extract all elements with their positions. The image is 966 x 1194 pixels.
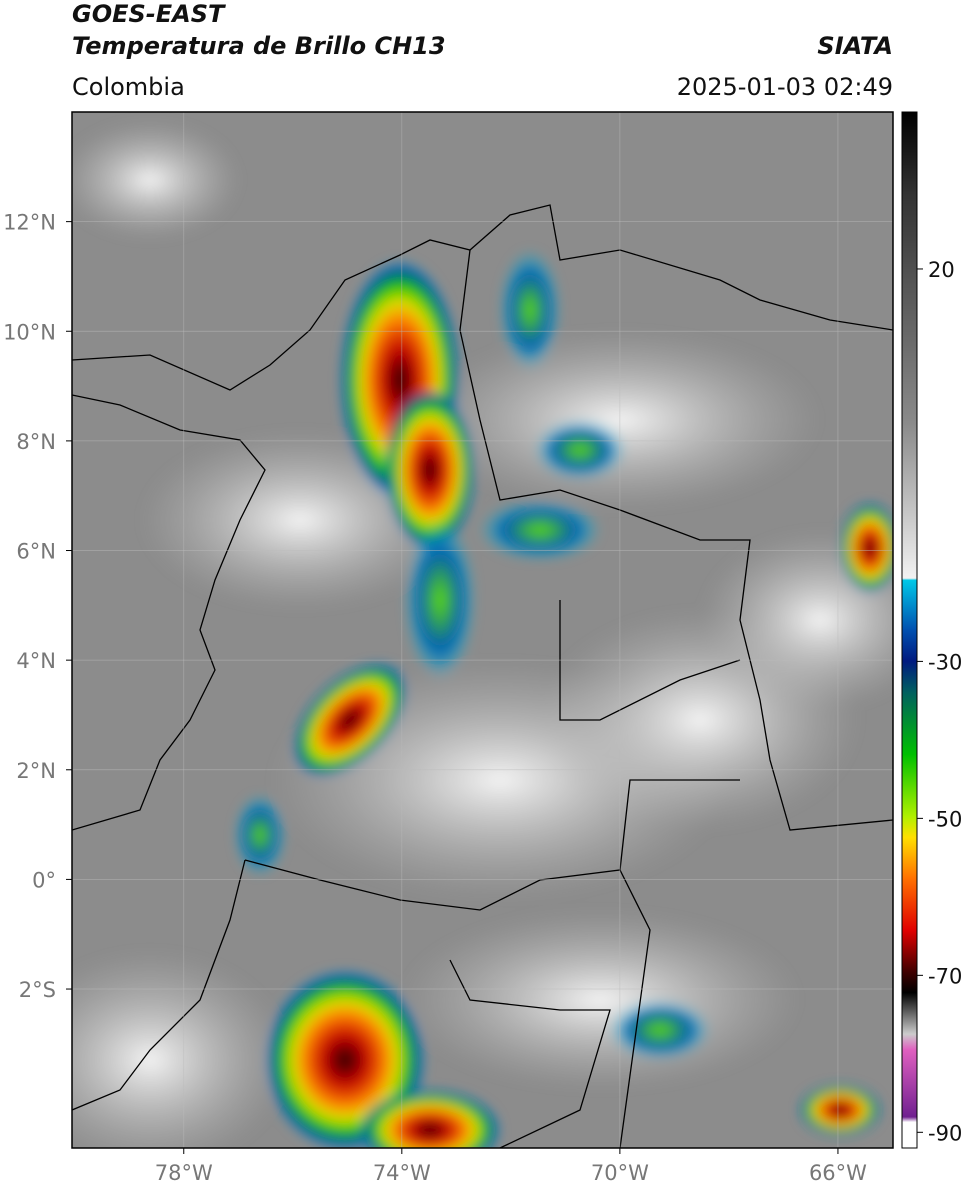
y-tick-label: 0° [32,868,56,892]
y-tick-label: 6°N [16,540,56,564]
colorbar-tick-label: 20 [928,258,955,282]
colorbar-tick-label: -30 [928,650,962,674]
title: GOES-EAST [72,0,226,28]
x-tick-label: 66°W [809,1161,867,1185]
y-tick-label: 10°N [3,320,56,344]
satellite-image [72,112,893,1148]
x-tick-label: 74°W [373,1161,431,1185]
y-tick-label: 2°N [16,759,56,783]
colorbar [901,111,918,1149]
y-tick-label: 8°N [16,430,56,454]
y-tick-label: 4°N [16,649,56,673]
x-tick-label: 70°W [591,1161,649,1185]
subtitle: Temperatura de Brillo CH13 [72,32,446,60]
y-tick-label: 2°S [19,978,56,1002]
source: SIATA [817,32,893,60]
region: Colombia [72,73,185,101]
y-tick-label: 12°N [3,211,56,235]
x-tick-label: 78°W [155,1161,213,1185]
colorbar-tick-label: -70 [928,964,962,988]
colorbar-tick-label: -50 [928,807,962,831]
datetime: 2025-01-03 02:49 [677,73,893,101]
map-frame [71,111,894,1149]
colorbar-tick-label: -90 [928,1121,962,1145]
